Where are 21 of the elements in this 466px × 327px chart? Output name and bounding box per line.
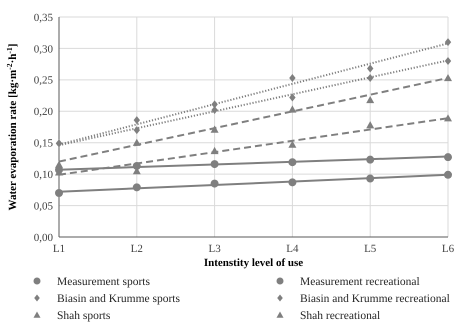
y-tick-label: 0,30: [34, 43, 54, 56]
x-tick-label: L3: [208, 243, 222, 255]
x-tick-label: L2: [130, 243, 143, 255]
y-tick-label: 0,35: [34, 12, 54, 24]
y-tick-label: 0,15: [34, 138, 54, 150]
y-tick-label: 0,00: [34, 232, 54, 244]
y-tick-label: 0,10: [34, 168, 54, 181]
x-axis-title: Intenstity level of use: [204, 257, 304, 269]
legend-label: Measurement sports: [57, 276, 150, 288]
x-tick-label: L5: [364, 243, 377, 255]
y-tick-label: 0,20: [34, 106, 54, 118]
x-tick-label: L1: [52, 243, 66, 255]
x-tick-label: L6: [442, 243, 455, 255]
y-tick-label: 0,05: [34, 200, 54, 212]
x-tick-label: L4: [286, 243, 299, 255]
legend-label: Shah recreational: [300, 310, 380, 322]
legend-label: Biasin and Krumme recreational: [300, 293, 450, 306]
legend-label: Biasin and Krumme sports: [57, 293, 180, 306]
legend-label: Measurement recreational: [300, 276, 420, 288]
y-tick-label: 0,25: [34, 74, 54, 87]
legend-label: Shah sports: [57, 310, 111, 322]
